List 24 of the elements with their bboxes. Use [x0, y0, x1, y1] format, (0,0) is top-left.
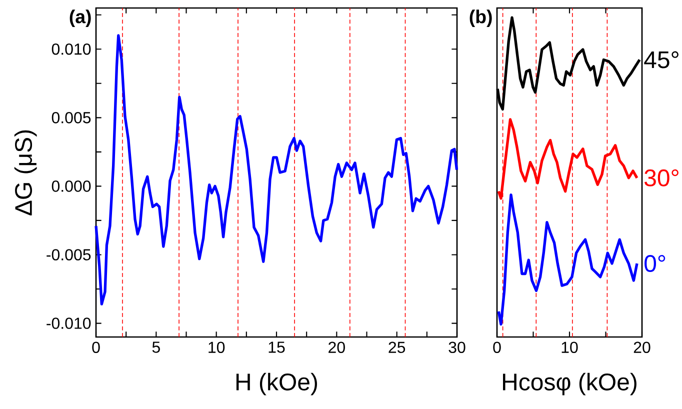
chart-title: (a) — [70, 10, 91, 27]
x-tick-label: 25 — [388, 342, 406, 354]
series-label: 30° — [644, 169, 678, 186]
line-series — [94, 34, 458, 306]
chart-title: (b) — [470, 10, 492, 27]
x-tick-label: 20 — [634, 342, 650, 354]
y-tick-label: 0.000 — [52, 180, 91, 192]
x-tick-label: 10 — [562, 342, 578, 354]
x-axis-title: Hcosφ (kOe) — [503, 372, 636, 396]
y-tick-label: 0.010 — [52, 43, 91, 55]
series-label: 45° — [644, 51, 678, 68]
y-tick-label: -0.010 — [46, 318, 91, 329]
x-tick-label: 0 — [493, 342, 501, 354]
y-axis-title: ΔG (μS) — [14, 130, 37, 216]
x-tick-label: 15 — [268, 342, 285, 353]
series-label: 0° — [644, 255, 666, 272]
x-tick-label: 0 — [92, 342, 100, 354]
x-axis-title: H (kOe) — [236, 372, 317, 396]
x-tick-label: 5 — [152, 342, 160, 353]
x-tick-label: 10 — [208, 342, 225, 354]
x-tick-label: 20 — [328, 342, 345, 354]
y-tick-label: -0.005 — [46, 249, 91, 260]
y-tick-label: 0.005 — [52, 112, 91, 124]
x-tick-label: 30 — [448, 342, 466, 354]
